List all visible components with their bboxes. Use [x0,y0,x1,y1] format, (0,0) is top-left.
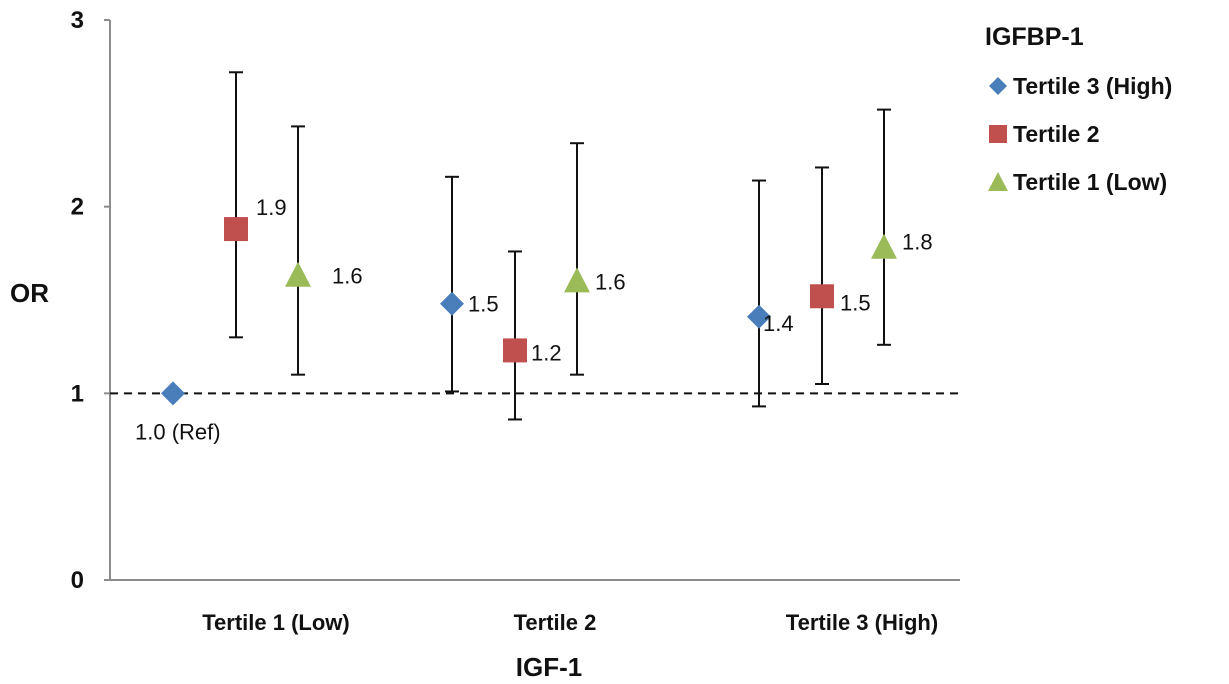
legend-items: Tertile 3 (High) Tertile 2 Tertile 1 (Low) [988,73,1172,195]
y-ticks: 0 1 2 3 [71,7,110,594]
legend-label: Tertile 2 [1013,121,1100,147]
square-marker [224,217,248,242]
data-label: 1.9 [256,195,287,220]
y-tick-label: 1 [71,380,84,407]
legend-title: IGFBP-1 [985,23,1084,51]
data-label: 1.6 [332,264,363,289]
legend-square-icon [989,125,1007,143]
legend-label: Tertile 1 (Low) [1013,169,1167,195]
x-category-label: Tertile 1 (Low) [202,610,350,635]
error-bars [229,71,891,421]
data-labels: 1.0 (Ref) 1.5 1.4 1.9 1.2 1.5 1.6 1.6 1.8 [135,195,933,444]
legend-item: Tertile 2 [989,121,1100,147]
data-label: 1.5 [840,290,871,315]
data-label: 1.6 [595,269,626,294]
y-tick-label: 2 [71,194,84,221]
legend-label: Tertile 3 (High) [1013,73,1172,99]
triangle-marker [871,233,897,259]
data-label: 1.5 [468,292,499,317]
data-label: 1.4 [763,311,794,336]
legend-item: Tertile 3 (High) [989,73,1172,99]
diamond-marker [747,304,771,329]
legend-triangle-icon [988,172,1008,191]
x-category-label: Tertile 2 [514,610,597,635]
triangle-marker [564,267,590,293]
triangle-marker [285,261,311,287]
data-label: 1.2 [531,340,562,365]
y-axis-title: OR [10,278,49,308]
square-marker [810,284,834,309]
legend-diamond-icon [989,77,1007,95]
y-tick-label: 3 [71,7,84,34]
markers [161,217,897,406]
axes [109,20,960,581]
data-label: 1.8 [902,230,933,255]
x-axis-title: IGF-1 [516,652,582,682]
y-tick-label: 0 [71,567,84,594]
data-label: 1.0 (Ref) [135,419,221,444]
legend: IGFBP-1 Tertile 3 (High)Tertile 2Tertile… [985,23,1172,195]
diamond-marker [161,381,185,406]
legend-item: Tertile 1 (Low) [988,169,1167,195]
square-marker [503,338,527,363]
x-category-labels: Tertile 1 (Low) Tertile 2 Tertile 3 (High) [202,610,938,635]
x-category-label: Tertile 3 (High) [786,610,938,635]
diamond-marker [440,291,464,316]
